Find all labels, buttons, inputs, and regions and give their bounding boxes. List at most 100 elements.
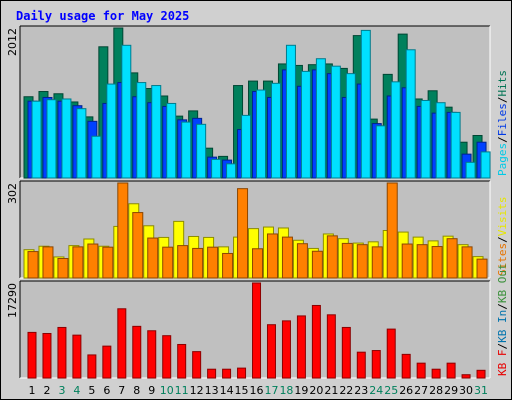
bar-kb_f-day-6: [102, 345, 112, 379]
bar-sites-day-19: [296, 243, 308, 279]
bar-sites-day-25: [386, 182, 398, 279]
x-label-day-16: 16: [250, 384, 264, 397]
bar-kb_f-day-30: [461, 374, 471, 379]
bar-sites-day-10: [162, 246, 174, 279]
bar-sites-day-4: [72, 246, 84, 279]
bar-pages-day-31: [480, 151, 491, 179]
bar-kb_f-day-21: [326, 314, 336, 379]
bar-pages-day-27: [420, 99, 431, 179]
bar-sites-day-24: [371, 246, 383, 279]
legend-visits-sites: Sites/Visits: [496, 197, 509, 277]
bar-kb_f-day-13: [207, 368, 217, 379]
bar-kb_f-day-22: [341, 326, 351, 379]
bar-kb_f-day-18: [281, 320, 291, 379]
bar-pages-day-29: [450, 111, 461, 179]
bar-pages-day-2: [46, 99, 57, 179]
bar-sites-day-12: [192, 247, 204, 279]
x-label-day-29: 29: [444, 384, 458, 397]
bar-kb_f-day-29: [446, 362, 456, 379]
legend-entry-sep: /: [496, 136, 509, 143]
bar-kb_f-day-7: [117, 308, 127, 379]
bar-sites-day-15: [237, 188, 249, 279]
bar-pages-day-17: [270, 82, 281, 179]
bar-pages-day-23: [360, 29, 371, 179]
x-label-day-13: 13: [205, 384, 219, 397]
bar-sites-day-11: [177, 245, 189, 279]
bar-sites-day-30: [461, 246, 473, 279]
bar-sites-day-1: [27, 251, 39, 279]
legend-entry-kb_in: KB In: [496, 310, 509, 343]
bar-sites-day-6: [102, 246, 114, 279]
bar-sites-day-8: [132, 212, 144, 279]
y-max-label: 302: [6, 183, 19, 204]
bar-sites-day-27: [416, 244, 428, 279]
bar-kb_f-day-19: [296, 315, 306, 379]
bar-sites-day-29: [446, 238, 458, 279]
legend-entry-sep: /: [496, 97, 509, 104]
legend-entry-sep: /: [496, 343, 509, 350]
x-label-day-31: 31: [474, 384, 488, 397]
bar-sites-day-26: [401, 243, 413, 279]
bar-pages-day-22: [345, 73, 356, 179]
bar-pages-day-4: [76, 108, 87, 179]
y-max-label: 2012: [6, 28, 19, 56]
bar-pages-day-3: [61, 98, 72, 179]
bar-kb_f-day-28: [431, 368, 441, 379]
x-label-day-28: 28: [429, 384, 443, 397]
x-label-day-2: 2: [43, 384, 50, 397]
x-label-day-14: 14: [220, 384, 234, 397]
bar-kb_f-day-1: [27, 331, 37, 379]
bar-sites-day-28: [431, 246, 443, 279]
bar-pages-day-19: [300, 70, 311, 179]
bar-sites-day-20: [311, 250, 323, 279]
legend-entry-sep: /: [496, 303, 509, 310]
bar-kb_f-day-4: [72, 334, 82, 379]
bar-kb_f-day-23: [356, 351, 366, 379]
legend-entry-kb_f: KB F: [496, 350, 509, 377]
bar-pages-day-9: [151, 85, 162, 179]
y-max-label: 17290: [6, 283, 19, 318]
x-label-day-9: 9: [148, 384, 155, 397]
bar-pages-day-21: [330, 65, 341, 179]
x-axis-day-labels: 1 2 3 4 5 6 7 8 9 10 11 12 13 14 15 16 17 18 19 20 21 22 23 24 2…: [29, 384, 489, 397]
bar-sites-day-5: [87, 243, 99, 279]
bar-sites-day-9: [147, 237, 159, 279]
bar-pages-day-20: [315, 58, 326, 179]
bar-sites-day-18: [281, 236, 293, 279]
bar-pages-day-26: [405, 49, 416, 179]
x-label-day-19: 19: [294, 384, 308, 397]
x-label-day-20: 20: [309, 384, 323, 397]
legend-entry-sep: /: [496, 236, 509, 243]
bar-sites-day-13: [207, 246, 219, 279]
legend-entry-hits: Hits: [496, 70, 509, 97]
x-label-day-22: 22: [339, 384, 353, 397]
x-label-day-8: 8: [133, 384, 140, 397]
x-label-day-4: 4: [73, 384, 80, 397]
bar-pages-day-25: [390, 81, 401, 179]
bar-kb_f-day-25: [386, 328, 396, 379]
bar-pages-day-14: [226, 163, 237, 179]
legend-entry-pages: Pages: [496, 143, 509, 176]
legend-entry-files: Files: [496, 103, 509, 136]
legend-entry-kb_out: KB Out: [496, 263, 509, 303]
bar-sites-day-2: [42, 246, 54, 279]
bar-pages-day-10: [166, 102, 177, 179]
bar-sites-day-7: [117, 182, 129, 279]
bar-pages-day-8: [136, 82, 147, 179]
bar-kb_f-day-26: [401, 353, 411, 379]
bar-pages-day-24: [375, 125, 386, 179]
bar-pages-day-12: [196, 123, 207, 179]
x-label-day-7: 7: [118, 384, 125, 397]
bar-sites-day-3: [57, 258, 69, 279]
bar-kb_f-day-8: [132, 325, 142, 379]
x-label-day-18: 18: [279, 384, 293, 397]
panel-visits-sites: 302 Sites/Visits: [6, 180, 509, 279]
x-label-day-21: 21: [324, 384, 338, 397]
chart-title: Daily usage for May 2025: [16, 9, 189, 23]
bar-kb_f-day-16: [252, 282, 262, 379]
bar-sites-day-14: [222, 252, 234, 279]
bar-pages-day-16: [256, 89, 267, 179]
bar-kb_f-day-14: [222, 368, 232, 379]
bar-kb_f-day-5: [87, 354, 97, 379]
